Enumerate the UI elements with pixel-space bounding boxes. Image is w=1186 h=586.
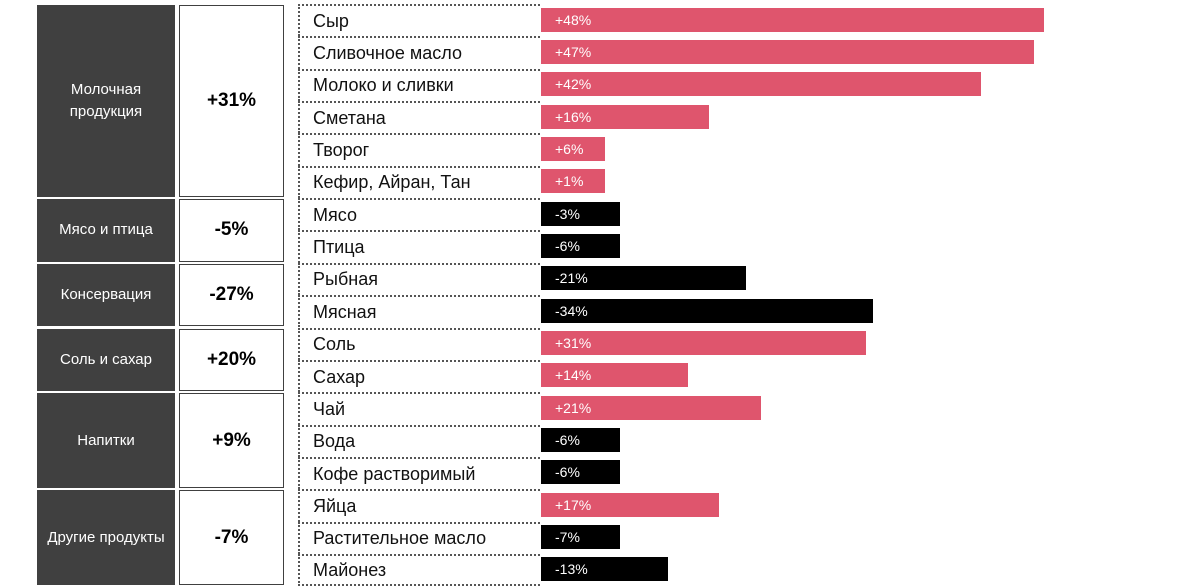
- bar-value-label: -21%: [555, 270, 588, 287]
- category-change: -5%: [179, 199, 284, 262]
- bar: +42%: [541, 72, 982, 97]
- bar-value-label: -6%: [555, 464, 580, 481]
- item-label: Чай: [298, 392, 540, 425]
- bar-value-label: -34%: [555, 302, 588, 319]
- bar-value-label: +1%: [555, 173, 584, 190]
- item-label: Майонез: [298, 553, 540, 586]
- bar: -3%: [541, 201, 620, 226]
- bar: -21%: [541, 266, 746, 291]
- bar: +17%: [541, 492, 720, 517]
- bar: +21%: [541, 395, 762, 420]
- bar-value-label: -13%: [555, 561, 588, 578]
- category-change: +31%: [179, 5, 284, 198]
- category-label: Консервация: [37, 263, 175, 327]
- bar-value-label: +14%: [555, 367, 592, 384]
- category-change: -7%: [179, 490, 284, 586]
- bar-value-label: +16%: [555, 108, 592, 125]
- category-label: Мясо и птица: [37, 199, 175, 262]
- bar-value-label: +47%: [555, 43, 592, 60]
- bar-value-label: -6%: [555, 237, 580, 254]
- bar: +48%: [541, 7, 1045, 32]
- bar: +14%: [541, 363, 688, 388]
- bar-value-label: +42%: [555, 76, 592, 93]
- item-label: Кефир, Айран, Тан: [298, 165, 540, 199]
- bar: -7%: [541, 525, 620, 550]
- bar: +31%: [541, 331, 866, 355]
- bar-value-label: +6%: [555, 140, 584, 157]
- category-label: Другие продукты: [37, 490, 175, 586]
- item-label: Вода: [298, 424, 540, 457]
- item-label: Рыбная: [298, 262, 540, 296]
- item-label: Мясо: [298, 198, 540, 231]
- bar: -13%: [541, 557, 668, 582]
- bar-value-label: +21%: [555, 399, 592, 416]
- bar-value-label: +17%: [555, 496, 592, 513]
- item-label: Кофе растворимый: [298, 456, 540, 490]
- bar-value-label: -7%: [555, 529, 580, 546]
- category-label: Молочная продукция: [37, 5, 175, 198]
- bar: +1%: [541, 169, 605, 194]
- item-label: Яйца: [298, 489, 540, 522]
- item-label: Сметана: [298, 101, 540, 134]
- bar: +47%: [541, 39, 1034, 64]
- item-label: Птица: [298, 230, 540, 263]
- item-label: Мясная: [298, 295, 540, 328]
- item-label: Творог: [298, 133, 540, 166]
- item-label: Сахар: [298, 359, 540, 393]
- bar-value-label: +31%: [555, 335, 592, 351]
- category-label: Напитки: [37, 393, 175, 489]
- bar: -6%: [541, 460, 620, 485]
- item-label: Растительное масло: [298, 521, 540, 554]
- item-label: Сыр: [298, 4, 540, 37]
- item-label: Сливочное масло: [298, 36, 540, 69]
- item-label: Молоко и сливки: [298, 68, 540, 102]
- bar-value-label: -3%: [555, 205, 580, 222]
- category-change: +9%: [179, 393, 284, 489]
- category-change: +20%: [179, 328, 284, 392]
- bar-value-label: +48%: [555, 11, 592, 28]
- category-change: -27%: [179, 263, 284, 327]
- bar: +6%: [541, 136, 605, 161]
- item-label: Соль: [298, 327, 540, 360]
- bar: +16%: [541, 104, 709, 129]
- bar-value-label: -6%: [555, 432, 580, 449]
- category-label: Соль и сахар: [37, 328, 175, 392]
- bar: -6%: [541, 428, 620, 453]
- bar: -6%: [541, 233, 620, 258]
- bar: -34%: [541, 298, 873, 323]
